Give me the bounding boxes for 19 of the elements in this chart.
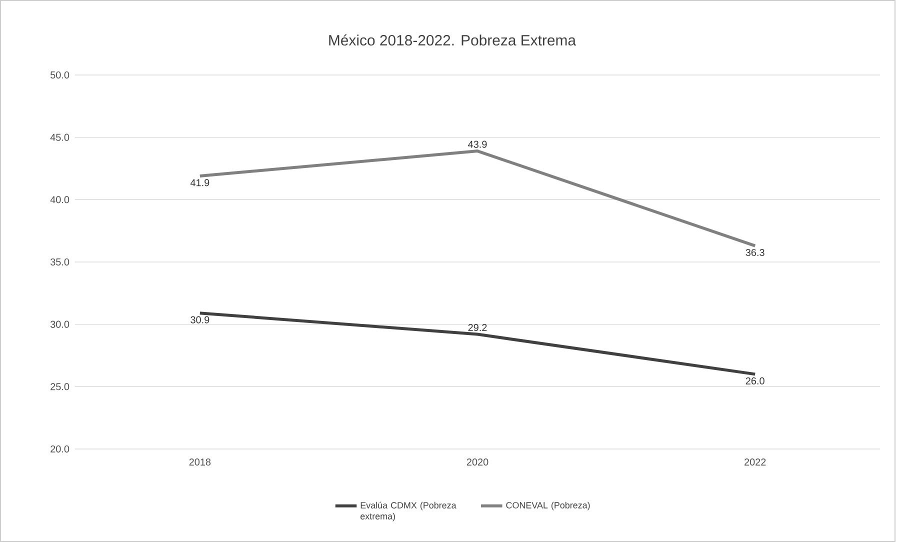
x-tick-label: 2018 — [189, 458, 211, 466]
y-tick-label: 50.0 — [50, 71, 70, 79]
x-tick-label: 2022 — [744, 458, 766, 466]
data-label: 26.0 — [746, 377, 764, 384]
data-label: 43.9 — [468, 140, 487, 148]
data-label: 36.3 — [746, 248, 764, 256]
y-tick-label: 45.0 — [50, 134, 70, 141]
data-label: 29.2 — [468, 324, 487, 332]
y-tick-label: 20.0 — [50, 445, 70, 453]
x-tick-label: 2020 — [466, 458, 488, 466]
legend-label: Evalúa CDMX (Pobreza extrema) — [360, 502, 456, 522]
data-label: 41.9 — [190, 179, 210, 186]
chart-title: México 2018-2022. Pobreza Extrema — [329, 34, 576, 46]
y-tick-label: 30.0 — [50, 320, 70, 328]
data-label: 30.9 — [190, 316, 210, 324]
y-tick-label: 35.0 — [50, 258, 70, 266]
y-tick-label: 40.0 — [50, 196, 70, 204]
legend-label: CONEVAL (Pobreza) — [506, 502, 590, 510]
y-tick-label: 25.0 — [50, 383, 70, 390]
